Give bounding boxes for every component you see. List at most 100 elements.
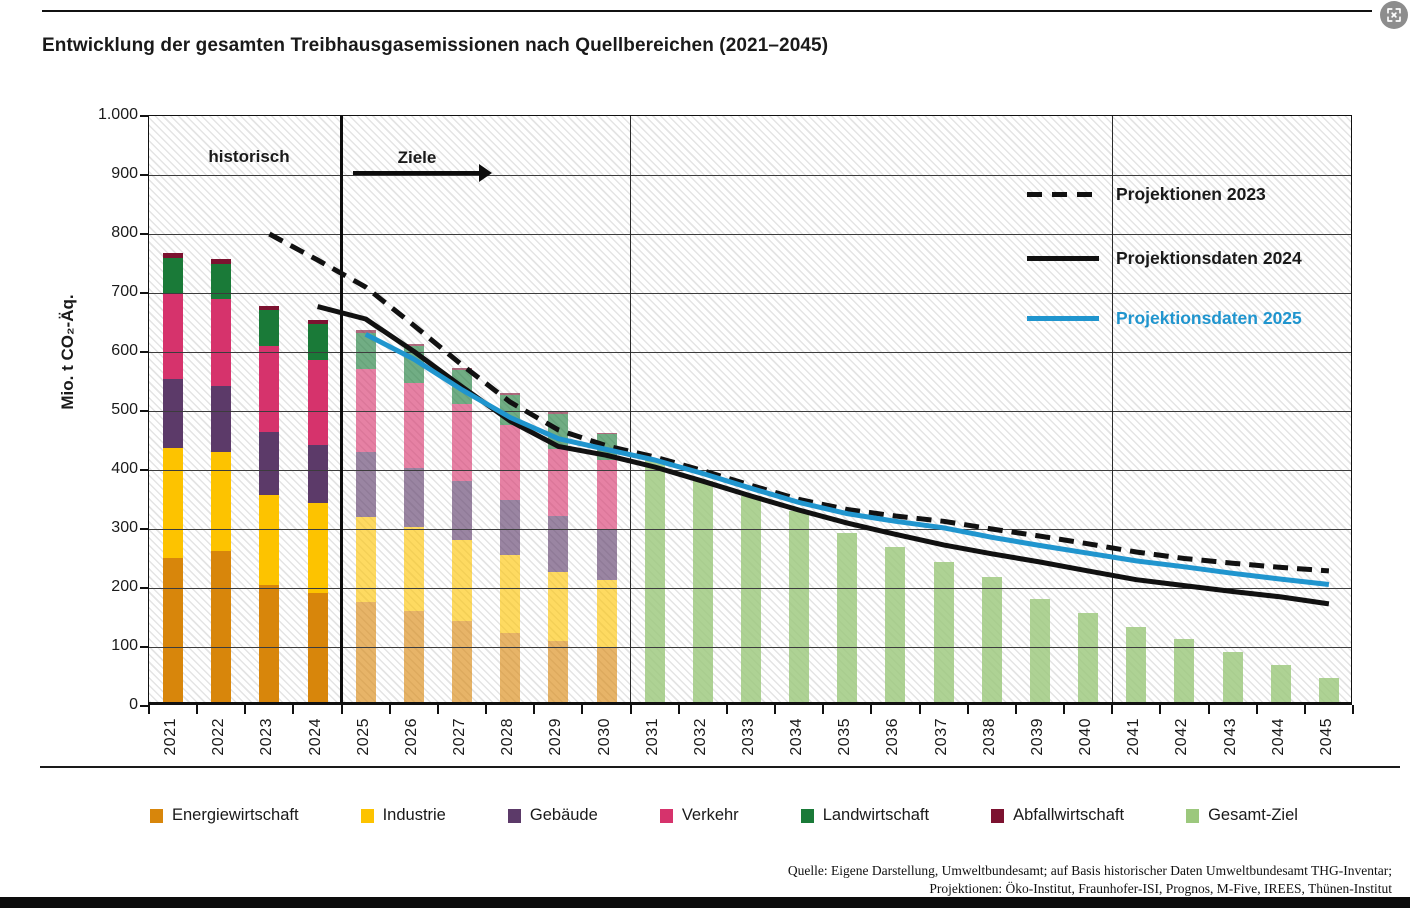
bar-2028-industrie bbox=[500, 554, 521, 633]
x-label-2036: 2036 bbox=[884, 718, 902, 756]
expand-button[interactable] bbox=[1380, 1, 1408, 29]
blue-line-sample bbox=[1027, 316, 1099, 321]
x-label-2040: 2040 bbox=[1077, 718, 1095, 756]
bar-2028-verkehr bbox=[500, 424, 521, 501]
y-tick-100 bbox=[140, 646, 149, 648]
y-label-800: 800 bbox=[111, 224, 138, 241]
bar-2024-industrie bbox=[307, 502, 328, 593]
gesamt-ziel-swatch-icon bbox=[1186, 808, 1200, 823]
legend-row-projektionsdaten-2025: Projektionsdaten 2025 bbox=[1027, 308, 1302, 329]
bar-2030-abfallwirtschaft bbox=[596, 432, 617, 435]
x-label-2042: 2042 bbox=[1173, 718, 1191, 756]
bar-2036-gesamt-ziel bbox=[885, 547, 906, 702]
y-tick-1.000 bbox=[140, 115, 149, 117]
top-divider-rule bbox=[42, 10, 1372, 12]
bar-2025-gebäude bbox=[355, 451, 376, 517]
gridline-x-2041 bbox=[1111, 116, 1113, 702]
y-tick-200 bbox=[140, 587, 149, 589]
x-tick-24 bbox=[1303, 705, 1306, 714]
bar-2021-abfallwirtschaft bbox=[163, 253, 184, 258]
gridline-y-100 bbox=[149, 646, 1351, 648]
bar-2039-gesamt-ziel bbox=[1029, 599, 1050, 702]
bar-2029-energiewirtschaft bbox=[548, 640, 569, 702]
bar-2021-verkehr bbox=[163, 294, 184, 380]
line-projektionen-2023 bbox=[268, 231, 1330, 574]
bar-2021-energiewirtschaft bbox=[163, 558, 184, 702]
bar-2042-gesamt-ziel bbox=[1174, 639, 1195, 702]
bar-2041-gesamt-ziel bbox=[1126, 627, 1147, 702]
legend-label-gebaeude: Gebäude bbox=[529, 806, 598, 824]
bottom-black-bar bbox=[0, 897, 1410, 908]
y-label-0: 0 bbox=[129, 696, 138, 713]
y-label-700: 700 bbox=[111, 283, 138, 300]
bar-2024-gebäude bbox=[307, 445, 328, 503]
bar-2021-gebäude bbox=[163, 379, 184, 448]
ziele-arrow-head-icon bbox=[479, 164, 492, 182]
x-label-2033: 2033 bbox=[740, 718, 757, 756]
x-tick-9 bbox=[581, 705, 584, 714]
bar-2037-gesamt-ziel bbox=[933, 562, 954, 702]
ziele-arrow-line bbox=[353, 171, 481, 175]
x-label-2035: 2035 bbox=[836, 718, 854, 756]
x-tick-0 bbox=[148, 705, 150, 714]
gridline-y-500 bbox=[149, 410, 1351, 412]
bar-2023-abfallwirtschaft bbox=[259, 305, 280, 310]
x-label-2032: 2032 bbox=[691, 718, 709, 756]
legend-divider-rule bbox=[40, 766, 1400, 768]
bar-2028-energiewirtschaft bbox=[500, 632, 521, 702]
x-tick-12 bbox=[725, 705, 728, 714]
x-label-2031: 2031 bbox=[643, 718, 661, 756]
y-tick-700 bbox=[140, 292, 149, 294]
bar-2029-verkehr bbox=[548, 448, 569, 516]
x-label-2041: 2041 bbox=[1125, 718, 1143, 756]
gridline-y-700 bbox=[149, 292, 1351, 294]
industrie-swatch-icon bbox=[360, 808, 374, 823]
legend-item-gesamt-ziel: Gesamt-Ziel bbox=[1186, 806, 1298, 825]
bar-2029-gebäude bbox=[548, 515, 569, 573]
x-label-2028: 2028 bbox=[499, 718, 517, 756]
bar-2035-gesamt-ziel bbox=[837, 532, 858, 702]
line-projektionsdaten-2025 bbox=[364, 332, 1330, 587]
bar-2024-verkehr bbox=[307, 360, 328, 446]
legend-label-projektionsdaten-2025: Projektionsdaten 2025 bbox=[1116, 308, 1302, 328]
x-label-2023: 2023 bbox=[258, 718, 276, 756]
x-tick-16 bbox=[918, 705, 921, 714]
gridline-y-300 bbox=[149, 528, 1351, 530]
bar-2045-gesamt-ziel bbox=[1318, 678, 1339, 702]
x-label-2030: 2030 bbox=[595, 718, 613, 756]
bar-2027-gebäude bbox=[452, 480, 473, 541]
bar-2022-energiewirtschaft bbox=[211, 550, 232, 702]
bar-2022-abfallwirtschaft bbox=[211, 258, 232, 264]
x-tick-6 bbox=[436, 705, 439, 714]
bar-2024-landwirtschaft bbox=[307, 324, 328, 361]
legend-row-projektionsdaten-2024: Projektionsdaten 2024 bbox=[1027, 248, 1302, 269]
bar-2022-gebäude bbox=[211, 386, 232, 453]
bar-2025-energiewirtschaft bbox=[355, 601, 376, 702]
legend-item-gebaeude: Gebäude bbox=[507, 806, 598, 825]
x-tick-13 bbox=[774, 705, 777, 714]
bar-2040-gesamt-ziel bbox=[1078, 612, 1099, 702]
x-label-2039: 2039 bbox=[1028, 718, 1046, 756]
x-label-2045: 2045 bbox=[1317, 718, 1335, 756]
bar-2023-energiewirtschaft bbox=[259, 584, 280, 702]
bar-2025-abfallwirtschaft bbox=[355, 330, 376, 334]
bar-2022-industrie bbox=[211, 452, 232, 551]
bar-2025-industrie bbox=[355, 516, 376, 602]
bar-2030-gebäude bbox=[596, 530, 617, 580]
bar-2028-abfallwirtschaft bbox=[500, 393, 521, 396]
y-tick-500 bbox=[140, 410, 149, 412]
projection-lines bbox=[268, 231, 1330, 607]
legend-row-projektionen-2023: Projektionen 2023 bbox=[1027, 184, 1266, 205]
gridline-y-800 bbox=[149, 233, 1351, 235]
legend-label-projektionen-2023: Projektionen 2023 bbox=[1116, 184, 1266, 204]
x-tick-7 bbox=[485, 705, 488, 714]
bar-2030-industrie bbox=[596, 579, 617, 648]
bar-2027-industrie bbox=[452, 540, 473, 621]
bar-2027-verkehr bbox=[452, 404, 473, 481]
legend-item-landwirtschaft: Landwirtschaft bbox=[800, 806, 929, 825]
x-tick-20 bbox=[1111, 705, 1114, 714]
fullscreen-expand-icon bbox=[1385, 6, 1403, 24]
x-tick-14 bbox=[822, 705, 825, 714]
x-tick-2 bbox=[244, 705, 247, 714]
y-label-1.000: 1.000 bbox=[97, 106, 138, 123]
